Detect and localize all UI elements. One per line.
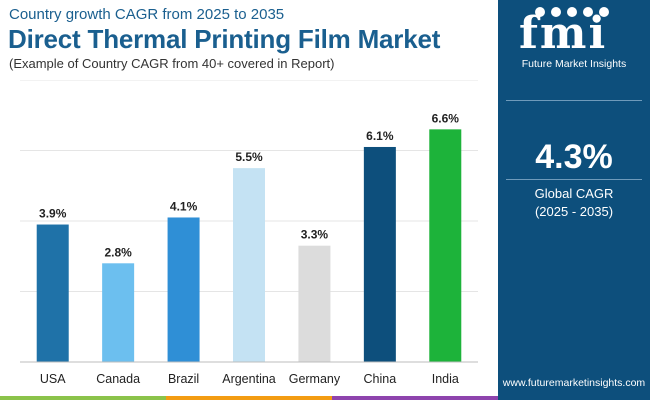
logo-caption: Future Market Insights xyxy=(521,58,627,70)
bar-usa xyxy=(36,224,69,362)
value-label-usa: 3.9% xyxy=(39,207,67,221)
value-label-argentina: 5.5% xyxy=(235,150,263,164)
bar-brazil xyxy=(167,217,200,362)
logo-text: fmi xyxy=(519,8,608,59)
cagr-divider xyxy=(506,179,642,180)
fmi-logo: fmi Future Market Insights xyxy=(498,0,650,80)
value-label-china: 6.1% xyxy=(366,129,394,143)
category-label-germany: Germany xyxy=(289,372,341,386)
stripe-orange xyxy=(166,396,332,400)
bar-canada xyxy=(102,263,135,362)
value-label-canada: 2.8% xyxy=(104,245,132,259)
summary-panel: fmi Future Market Insights 4.3% Global C… xyxy=(498,0,650,400)
stripe-purple xyxy=(332,396,498,400)
stripe-green xyxy=(0,396,166,400)
website-link[interactable]: www.futuremarketinsights.com xyxy=(502,377,646,389)
bar-india xyxy=(429,129,462,362)
category-label-india: India xyxy=(432,372,459,386)
logo-icons xyxy=(535,7,609,17)
global-cagr-period: (2025 - 2035) xyxy=(534,204,614,219)
global-cagr-value: 4.3% xyxy=(535,138,613,176)
bar-china xyxy=(363,146,396,362)
value-label-brazil: 4.1% xyxy=(170,199,198,213)
chart-title: Direct Thermal Printing Film Market xyxy=(8,24,441,54)
category-label-usa: USA xyxy=(40,372,66,386)
header: Country growth CAGR from 2025 to 2035 Di… xyxy=(0,0,498,80)
bottom-color-stripe xyxy=(0,396,498,400)
category-label-argentina: Argentina xyxy=(222,372,276,386)
value-label-germany: 3.3% xyxy=(301,228,329,242)
panel-divider xyxy=(506,100,642,101)
chart-subtitle: (Example of Country CAGR from 40+ covere… xyxy=(9,56,335,71)
category-label-brazil: Brazil xyxy=(168,372,199,386)
chart-supertitle: Country growth CAGR from 2025 to 2035 xyxy=(9,6,285,23)
global-cagr-label: Global CAGR xyxy=(534,186,614,201)
bar-chart: 3.9% USA 2.8% Canada 4.1% Brazil 5.5% Argentina… xyxy=(20,80,478,386)
bar-argentina xyxy=(233,168,265,362)
category-label-china: China xyxy=(364,372,397,386)
value-label-india: 6.6% xyxy=(432,111,460,125)
bar-germany xyxy=(298,245,331,362)
category-label-canada: Canada xyxy=(96,372,140,386)
